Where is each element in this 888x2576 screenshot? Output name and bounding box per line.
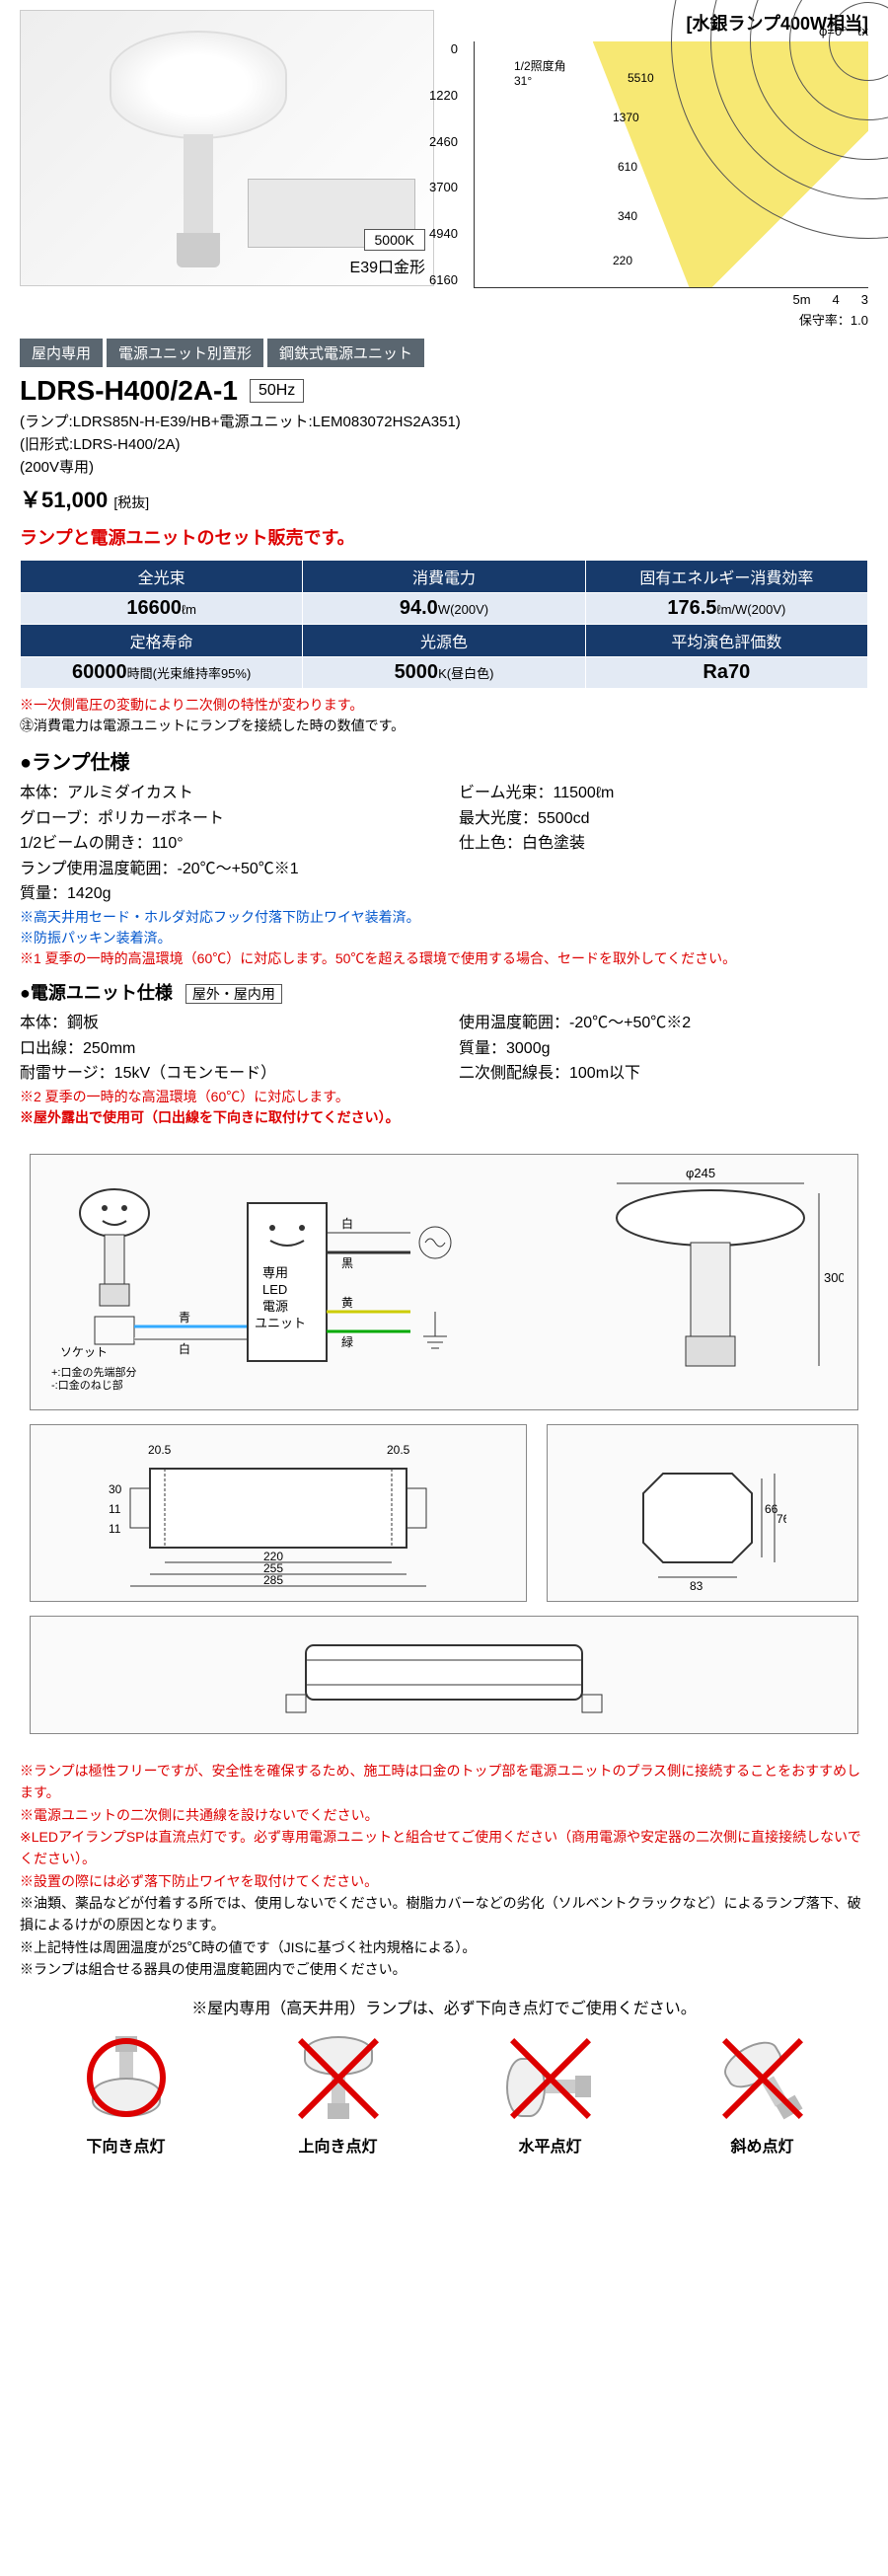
orient-horizontal: 水平点灯 bbox=[457, 2028, 643, 2157]
psu-front-view-diagram bbox=[30, 1616, 858, 1734]
model-voltage: (200V専用) bbox=[20, 456, 868, 477]
orient-diagonal: 斜め点灯 bbox=[669, 2028, 855, 2157]
note-primary-voltage: ※一次側電圧の変動により二次側の特性が変わります。 bbox=[20, 695, 868, 716]
psu-top-view-diagram: 20.5 20.5 30 11 11 220 255 285 bbox=[30, 1424, 527, 1602]
orientation-header: ※屋内専用（高天井用）ランプは、必ず下向き点灯でご使用ください。 bbox=[20, 1995, 868, 2018]
svg-text:φ245: φ245 bbox=[686, 1166, 715, 1180]
product-photo-area: 5000K E39口金形 bbox=[20, 10, 454, 329]
chart-y-axis: 0 1220 2460 3700 4940 6160 bbox=[429, 41, 458, 287]
psu-spec-left: 本体：鋼板 口出線：250mm 耐雷サージ：15kV（コモンモード） bbox=[20, 1011, 429, 1087]
spec-h-flux: 全光束 bbox=[21, 561, 303, 593]
svg-text:11: 11 bbox=[109, 1522, 121, 1536]
note-power-measure: ㊟消費電力は電源ユニットにランプを接続した時の数値です。 bbox=[20, 716, 868, 736]
socket-type-label: E39口金形 bbox=[350, 254, 425, 277]
lamp-spec-left: 本体：アルミダイカスト グローブ：ポリカーボネート 1/2ビームの開き：110°… bbox=[20, 781, 429, 907]
model-code: LDRS-H400/2A-1 bbox=[20, 375, 238, 407]
product-photo: 5000K E39口金形 bbox=[20, 10, 434, 286]
chart-x-axis: 5m 4 3 bbox=[475, 292, 868, 307]
svg-text:300: 300 bbox=[824, 1270, 844, 1285]
psu-side-view-diagram: 66 76 83 bbox=[547, 1424, 858, 1602]
psu-note-outdoor: ※屋外露出で使用可（口出線を下向きに取付けてください）。 bbox=[20, 1107, 868, 1128]
orientation-row: 下向き点灯 上向き点灯 水平点灯 bbox=[20, 2028, 868, 2157]
spec-h-cri: 平均演色評価数 bbox=[585, 625, 867, 657]
svg-text:白: 白 bbox=[179, 1341, 190, 1356]
svg-text:11: 11 bbox=[109, 1502, 121, 1516]
spec-h-efficacy: 固有エネルギー消費効率 bbox=[585, 561, 867, 593]
spec-h-power: 消費電力 bbox=[303, 561, 585, 593]
orient-up: 上向き点灯 bbox=[245, 2028, 431, 2157]
svg-text:ユニット: ユニット bbox=[255, 1316, 306, 1330]
svg-text:青: 青 bbox=[179, 1311, 190, 1325]
lamp-spec-right: ビーム光束：11500ℓm 最大光度：5500cd 仕上色：白色塗装 bbox=[459, 781, 868, 907]
lamp-note-hook: ※高天井用セード・ホルダ対応フック付落下防止ワイヤ装着済。 bbox=[20, 907, 868, 928]
psu-location-tag: 屋外・屋内用 bbox=[185, 984, 282, 1004]
svg-text:黄: 黄 bbox=[341, 1296, 353, 1310]
svg-text:黒: 黒 bbox=[341, 1256, 353, 1270]
tag-steel-psu: 鋼鉄式電源ユニット bbox=[267, 339, 424, 367]
chart-top-label: φ=0° ℓx bbox=[819, 24, 868, 38]
svg-text:83: 83 bbox=[690, 1579, 703, 1592]
svg-text:76: 76 bbox=[777, 1512, 786, 1526]
svg-text:専用: 専用 bbox=[262, 1265, 288, 1280]
model-lamp-line: (ランプ:LDRS85N-H-E39/HB+電源ユニット:LEM083072HS… bbox=[20, 411, 868, 431]
lamp-note-packing: ※防振パッキン装着済。 bbox=[20, 928, 868, 948]
svg-text:ソケット: ソケット bbox=[60, 1345, 108, 1359]
spec-h-life: 定格寿命 bbox=[21, 625, 303, 657]
spec-table: 全光束 消費電力 固有エネルギー消費効率 16600ℓm 94.0W(200V)… bbox=[20, 560, 868, 689]
svg-text:LED: LED bbox=[262, 1282, 287, 1297]
svg-text:+:口金の先端部分: +:口金の先端部分 bbox=[51, 1365, 136, 1379]
tag-row: 屋内専用 電源ユニット別置形 鋼鉄式電源ユニット bbox=[20, 339, 868, 367]
bottom-notes: ※ランプは極性フリーですが、安全性を確保するため、施工時は口金のトップ部を電源ユ… bbox=[20, 1760, 868, 1892]
svg-text:285: 285 bbox=[263, 1573, 283, 1587]
svg-text:電源: 電源 bbox=[262, 1299, 288, 1314]
tag-separate-psu: 電源ユニット別置形 bbox=[107, 339, 263, 367]
chart-contour-labels: 5510 1370 610 340 220 bbox=[475, 41, 868, 287]
svg-text:20.5: 20.5 bbox=[387, 1443, 410, 1457]
orient-down: 下向き点灯 bbox=[33, 2028, 219, 2157]
wiring-diagram: ソケット 青 白 +:口金の先端部分 -:口金のねじ部 専用 LED 電源 ユニ… bbox=[30, 1154, 858, 1410]
psu-spec-header: ●電源ユニット仕様 bbox=[20, 983, 173, 1003]
illuminance-chart: 0 1220 2460 3700 4940 6160 1/2照度角 31° φ=… bbox=[474, 41, 868, 288]
lamp-spec-header: ●ランプ仕様 bbox=[20, 746, 868, 775]
set-sale-notice: ランプと電源ユニットのセット販売です。 bbox=[20, 524, 868, 550]
model-old: (旧形式:LDRS-H400/2A) bbox=[20, 433, 868, 454]
guard-rate-label: 保守率：1.0 bbox=[474, 310, 868, 329]
bottom-notes-black: ※油類、薬品などが付着する所では、使用しないでください。樹脂カバーなどの劣化（ソ… bbox=[20, 1892, 868, 1981]
price-tax: [税抜] bbox=[113, 494, 149, 510]
hz-badge: 50Hz bbox=[250, 379, 304, 403]
psu-note-temp: ※2 夏季の一時的な高温環境（60℃）に対応します。 bbox=[20, 1087, 868, 1107]
spec-h-color: 光源色 bbox=[303, 625, 585, 657]
tag-indoor: 屋内専用 bbox=[20, 339, 103, 367]
price-value: ￥51,000 bbox=[20, 488, 108, 512]
svg-text:-:口金のねじ部: -:口金のねじ部 bbox=[51, 1378, 123, 1392]
svg-text:緑: 緑 bbox=[341, 1334, 353, 1349]
psu-spec-right: 使用温度範囲：-20℃～+50℃※2 質量：3000g 二次側配線長：100m以… bbox=[459, 1011, 868, 1087]
svg-text:30: 30 bbox=[109, 1482, 122, 1496]
kelvin-badge: 5000K bbox=[364, 229, 425, 251]
svg-text:20.5: 20.5 bbox=[148, 1443, 172, 1457]
lamp-note-temp: ※1 夏季の一時的高温環境（60℃）に対応します。50℃を超える環境で使用する場… bbox=[20, 948, 868, 969]
svg-text:白: 白 bbox=[341, 1216, 353, 1231]
